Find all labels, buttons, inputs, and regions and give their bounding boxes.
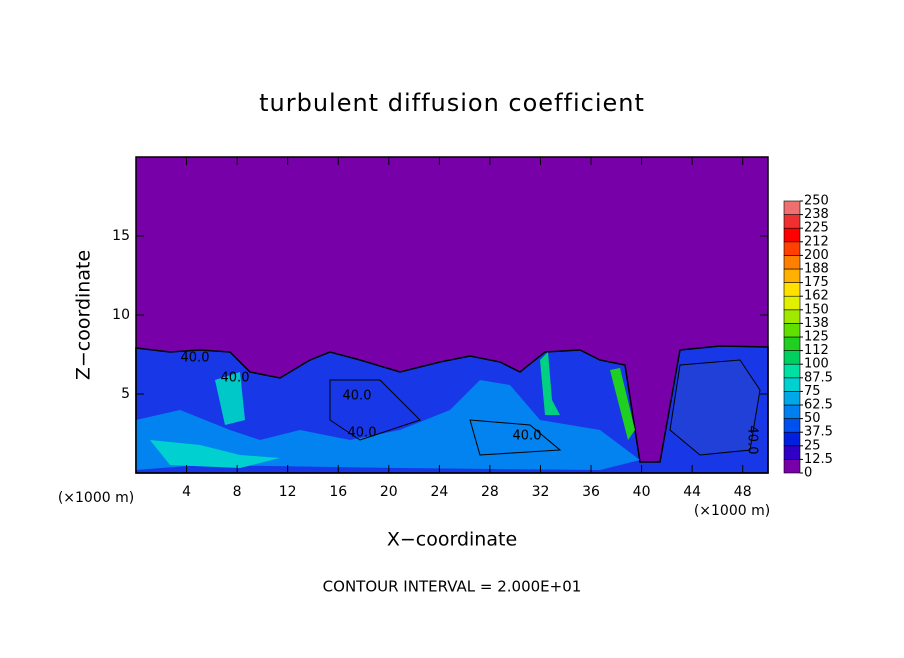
x-tick-label: 8	[233, 484, 242, 500]
x-axis-label: X−coordinate	[387, 529, 517, 551]
colorbar-label: 238	[804, 207, 829, 222]
colorbar-label: 37.5	[804, 425, 833, 440]
field-region	[136, 380, 640, 470]
colorbar-band	[783, 459, 801, 474]
colorbar-band	[783, 391, 801, 406]
colorbar-label: 225	[804, 221, 829, 236]
colorbar-label: 62.5	[804, 398, 833, 413]
field-region	[610, 368, 635, 440]
field-region	[669, 359, 761, 456]
x-tick-label: 24	[430, 484, 448, 500]
field	[135, 157, 769, 474]
x-tick-label: 40	[633, 484, 651, 500]
colorbar-label: 75	[804, 384, 821, 399]
contour-label: 40.0	[745, 426, 760, 455]
contour-line	[469, 419, 562, 456]
contour-label: 40.0	[348, 426, 377, 441]
x-unit: (×1000 m)	[58, 490, 134, 506]
footnote: CONTOUR INTERVAL = 2.000E+01	[323, 578, 582, 596]
colorbar-band	[783, 445, 801, 460]
y-axis-label: Z−coordinate	[73, 250, 95, 380]
colorbar-label: 87.5	[804, 370, 833, 385]
colorbar-label: 12.5	[804, 452, 833, 467]
colorbar-band	[783, 431, 801, 447]
colorbar-label: 0	[804, 466, 812, 481]
colorbar-label: 50	[804, 411, 821, 426]
field-region	[540, 352, 560, 415]
colorbar-band	[783, 214, 801, 229]
colorbar-band	[783, 255, 801, 270]
field-region	[215, 372, 245, 425]
x-tick-label: 12	[279, 484, 297, 500]
contour-label: 40.0	[221, 371, 250, 386]
colorbar-label: 188	[804, 262, 829, 277]
x-tick-label: 16	[329, 484, 347, 500]
y-tick-label: 5	[121, 386, 130, 402]
x-tick-label: 20	[380, 484, 398, 500]
colorbar-band	[783, 336, 801, 351]
colorbar-label: 100	[804, 357, 829, 372]
colorbar-band	[783, 295, 801, 311]
colorbar-band	[783, 227, 801, 243]
y-tick-label: 15	[112, 228, 130, 244]
colorbar-label: 125	[804, 330, 829, 345]
colorbar-label: 150	[804, 302, 829, 317]
contour-line	[329, 379, 421, 441]
x-tick-label: 36	[582, 484, 600, 500]
colorbar-band	[783, 404, 801, 419]
x-tick-label: 32	[532, 484, 550, 500]
colorbar-label: 175	[804, 275, 829, 290]
colorbar-label: 250	[804, 194, 829, 209]
colorbar-label: 138	[804, 316, 829, 331]
colorbar-label: 25	[804, 438, 821, 453]
field-region	[150, 440, 280, 468]
x-tick-label: 28	[481, 484, 499, 500]
colorbar-label: 212	[804, 234, 829, 249]
colorbar-band	[783, 418, 801, 433]
colorbar-band	[783, 200, 801, 215]
y-unit: (×1000 m)	[694, 503, 770, 519]
colorbar-band	[783, 268, 801, 283]
colorbar-band	[783, 323, 801, 338]
colorbar-band	[783, 350, 801, 365]
x-tick-label: 48	[734, 484, 752, 500]
x-tick-label: 44	[683, 484, 701, 500]
colorbar-band	[783, 377, 801, 392]
colorbar-label: 112	[804, 343, 829, 358]
contour-label: 40.0	[181, 351, 210, 366]
x-tick-label: 4	[182, 484, 191, 500]
contour-label: 40.0	[343, 389, 372, 404]
chart-title: turbulent diffusion coefficient	[259, 89, 645, 117]
colorbar-band	[783, 282, 801, 297]
colorbar-label: 200	[804, 248, 829, 263]
colorbar-label: 162	[804, 289, 829, 304]
colorbar-band	[783, 309, 801, 324]
colorbar-band	[783, 241, 801, 256]
contour-label: 40.0	[513, 429, 542, 444]
y-tick-label: 10	[112, 307, 130, 323]
colorbar-band	[783, 363, 801, 379]
